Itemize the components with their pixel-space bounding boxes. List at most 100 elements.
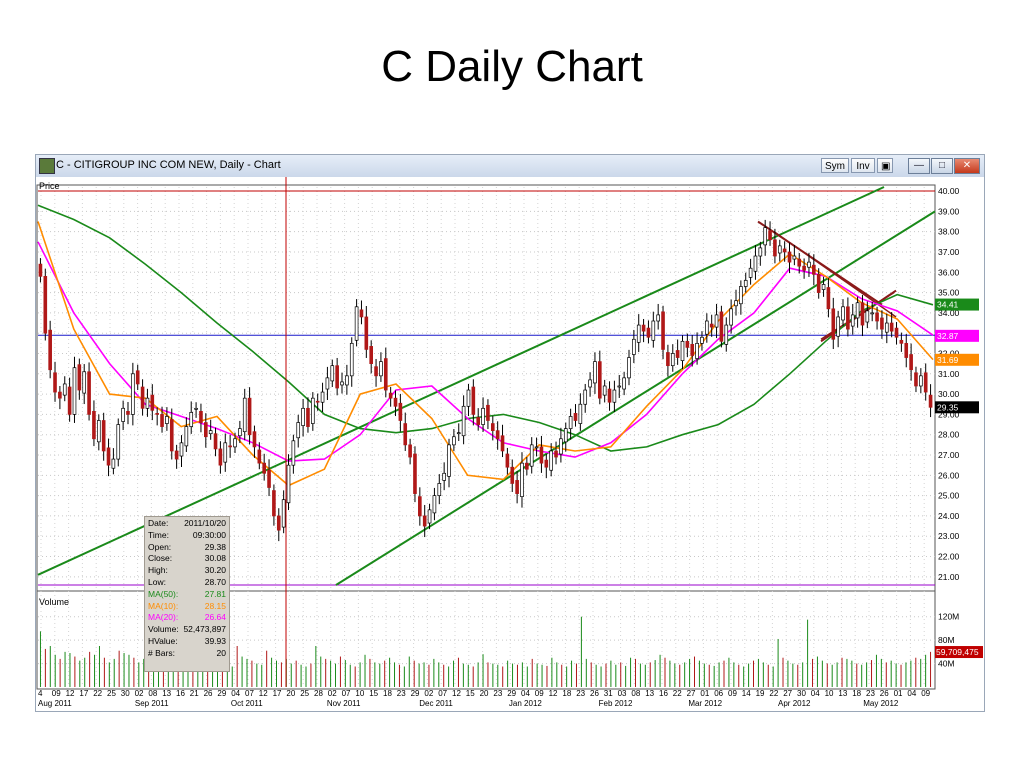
- candle-body[interactable]: [486, 404, 490, 421]
- candle-body[interactable]: [612, 389, 617, 403]
- candle-body[interactable]: [622, 377, 626, 390]
- candle-body[interactable]: [427, 509, 432, 524]
- candle-body[interactable]: [695, 342, 699, 359]
- candle-body[interactable]: [899, 339, 904, 344]
- candle-body[interactable]: [525, 462, 529, 470]
- candle-body[interactable]: [199, 411, 203, 423]
- candle-body[interactable]: [267, 469, 271, 488]
- candle-body[interactable]: [821, 284, 826, 290]
- candle-body[interactable]: [476, 417, 481, 425]
- candle-body[interactable]: [169, 419, 174, 452]
- candle-body[interactable]: [510, 466, 515, 484]
- candle-body[interactable]: [242, 397, 247, 433]
- candle-body[interactable]: [330, 365, 335, 382]
- candle-body[interactable]: [247, 397, 252, 436]
- candle-body[interactable]: [306, 407, 310, 427]
- candle-body[interactable]: [48, 329, 52, 371]
- candle-body[interactable]: [383, 358, 388, 391]
- candle-body[interactable]: [131, 373, 135, 415]
- candle-body[interactable]: [238, 428, 242, 437]
- candle-body[interactable]: [807, 261, 811, 268]
- candle-body[interactable]: [145, 397, 150, 409]
- candle-body[interactable]: [875, 312, 879, 322]
- candle-body[interactable]: [150, 394, 155, 411]
- candle-body[interactable]: [62, 383, 67, 396]
- candle-body[interactable]: [812, 264, 816, 275]
- candle-body[interactable]: [632, 338, 636, 355]
- candle-body[interactable]: [860, 302, 865, 326]
- candle-body[interactable]: [262, 462, 266, 474]
- candle-body[interactable]: [889, 322, 894, 332]
- candle-body[interactable]: [369, 346, 374, 364]
- candle-body[interactable]: [349, 342, 354, 377]
- candle-body[interactable]: [836, 316, 840, 337]
- candle-body[interactable]: [311, 397, 315, 424]
- candle-body[interactable]: [544, 459, 549, 468]
- candle-body[interactable]: [675, 350, 680, 358]
- candle-body[interactable]: [894, 327, 899, 338]
- candle-body[interactable]: [563, 428, 568, 443]
- candle-body[interactable]: [739, 286, 743, 305]
- candle-body[interactable]: [155, 413, 159, 415]
- candle-body[interactable]: [607, 388, 612, 403]
- candle-body[interactable]: [490, 423, 495, 432]
- candle-body[interactable]: [534, 446, 539, 449]
- candle-body[interactable]: [559, 438, 563, 455]
- candle-body[interactable]: [850, 314, 855, 327]
- candle-body[interactable]: [257, 449, 262, 464]
- candle-body[interactable]: [422, 515, 427, 527]
- candle-body[interactable]: [549, 450, 553, 471]
- candle-body[interactable]: [846, 306, 850, 330]
- candle-body[interactable]: [281, 499, 286, 528]
- close-icon[interactable]: ✕: [954, 158, 980, 174]
- candle-body[interactable]: [914, 372, 918, 387]
- candle-body[interactable]: [495, 430, 500, 440]
- candle-body[interactable]: [413, 453, 417, 494]
- candle-body[interactable]: [432, 495, 437, 514]
- candle-body[interactable]: [96, 420, 101, 443]
- candle-body[interactable]: [714, 314, 719, 328]
- candle-body[interactable]: [792, 255, 797, 260]
- candle-body[interactable]: [763, 227, 767, 246]
- candle-body[interactable]: [393, 397, 398, 407]
- candle-body[interactable]: [92, 411, 96, 440]
- candle-body[interactable]: [865, 310, 870, 323]
- candle-body[interactable]: [461, 405, 466, 437]
- candle-body[interactable]: [228, 445, 232, 448]
- candle-body[interactable]: [583, 389, 588, 405]
- candle-body[interactable]: [418, 496, 422, 517]
- candle-body[interactable]: [325, 377, 330, 390]
- candle-body[interactable]: [831, 308, 836, 340]
- candle-body[interactable]: [471, 386, 476, 415]
- candle-body[interactable]: [379, 361, 383, 377]
- candle-body[interactable]: [855, 302, 860, 319]
- candle-body[interactable]: [773, 239, 777, 257]
- candle-body[interactable]: [656, 314, 660, 322]
- maximize-icon[interactable]: □: [931, 158, 953, 174]
- candle-body[interactable]: [627, 357, 631, 379]
- candle-body[interactable]: [67, 386, 72, 415]
- candle-body[interactable]: [437, 483, 442, 496]
- inv-button[interactable]: Inv: [851, 158, 875, 173]
- candle-body[interactable]: [661, 311, 665, 350]
- candle-body[interactable]: [743, 280, 748, 287]
- candle-body[interactable]: [116, 424, 121, 460]
- candle-body[interactable]: [646, 327, 651, 338]
- candle-body[interactable]: [126, 411, 130, 415]
- candle-body[interactable]: [870, 312, 875, 315]
- candle-body[interactable]: [135, 370, 140, 385]
- candle-body[interactable]: [388, 392, 393, 399]
- candle-body[interactable]: [554, 450, 558, 458]
- candle-body[interactable]: [909, 354, 913, 371]
- candle-body[interactable]: [602, 385, 607, 396]
- candle-body[interactable]: [588, 379, 592, 388]
- candle-body[interactable]: [709, 323, 714, 328]
- candle-body[interactable]: [374, 366, 378, 377]
- candle-body[interactable]: [296, 422, 301, 439]
- candle-body[interactable]: [748, 267, 753, 278]
- candle-body[interactable]: [140, 386, 145, 409]
- candle-body[interactable]: [777, 245, 782, 254]
- candle-body[interactable]: [884, 322, 889, 333]
- candle-body[interactable]: [724, 324, 729, 345]
- candle-body[interactable]: [826, 287, 831, 310]
